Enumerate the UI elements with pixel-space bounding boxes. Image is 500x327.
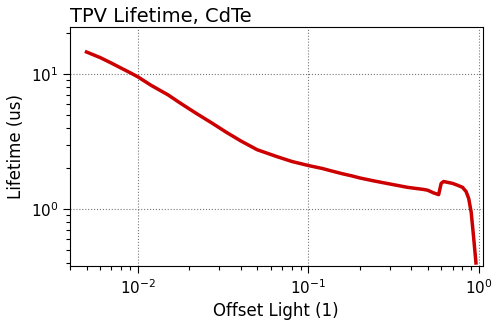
Y-axis label: Lifetime (us): Lifetime (us) (7, 94, 25, 199)
Text: TPV Lifetime, CdTe: TPV Lifetime, CdTe (70, 7, 252, 26)
X-axis label: Offset Light (1): Offset Light (1) (214, 302, 339, 320)
